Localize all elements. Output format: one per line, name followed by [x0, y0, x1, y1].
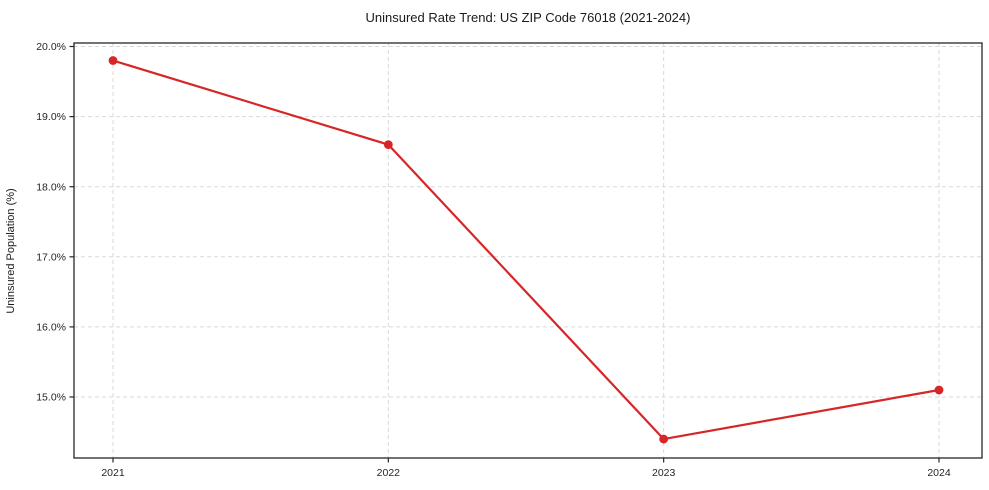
x-tick-label: 2024 [927, 467, 951, 479]
plot-border [73, 42, 983, 459]
axis-ticks [69, 45, 940, 463]
y-tick-label: 18.0% [36, 181, 66, 193]
y-tick-label: 17.0% [36, 251, 66, 263]
y-axis-label: Uninsured Population (%) [5, 188, 17, 313]
data-point [108, 56, 118, 65]
x-tick-label: 2022 [377, 467, 401, 479]
tick-labels: 15.0% 16.0% 17.0% 18.0% 19.0% 20.0% 2021 2022 20… [36, 41, 951, 479]
y-tick-label: 20.0% [36, 41, 66, 53]
data-point [383, 140, 393, 150]
series-line [111, 59, 941, 441]
x-tick-label: 2021 [101, 467, 125, 479]
x-tick-label: 2023 [652, 467, 676, 479]
y-tick-label: 16.0% [36, 322, 66, 334]
data-points [108, 56, 944, 444]
trend-line [111, 59, 941, 441]
y-tick-label: 19.0% [36, 111, 66, 123]
data-point [934, 385, 944, 395]
data-point [659, 434, 669, 444]
gridlines [74, 43, 982, 458]
y-tick-label: 15.0% [36, 392, 66, 404]
chart-title: Uninsured Rate Trend: US ZIP Code 76018 … [366, 10, 691, 25]
